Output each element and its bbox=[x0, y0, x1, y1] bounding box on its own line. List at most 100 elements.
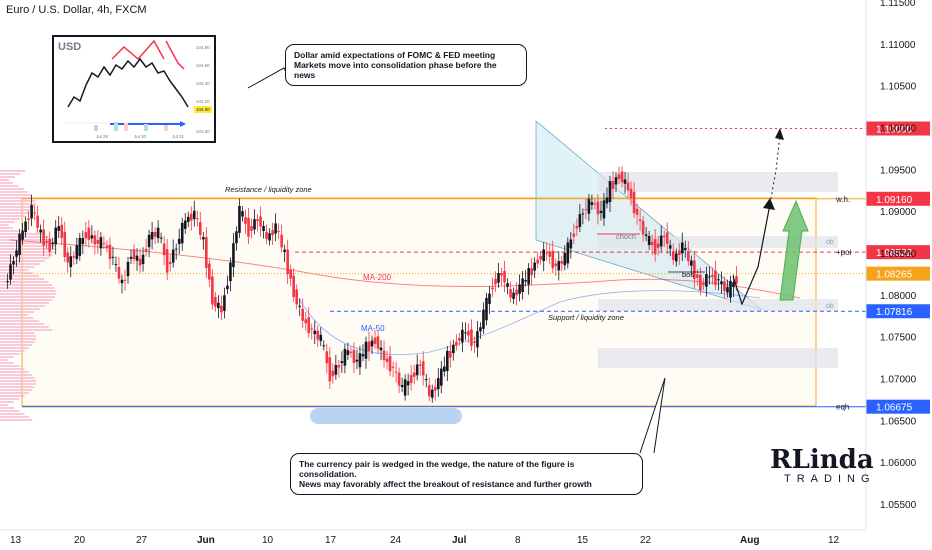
usd-inset-vol-bar bbox=[94, 125, 98, 131]
candle-body bbox=[120, 279, 124, 284]
candle-body bbox=[623, 179, 627, 184]
volume-bar bbox=[0, 374, 33, 376]
candle-body bbox=[286, 249, 289, 274]
candle-body bbox=[629, 188, 633, 198]
candle-body bbox=[241, 211, 244, 217]
candle-body bbox=[527, 268, 530, 285]
volume-bar bbox=[0, 410, 20, 412]
candle-body bbox=[352, 349, 356, 364]
candle-body bbox=[385, 358, 389, 362]
candle-body bbox=[114, 263, 118, 265]
candle-body bbox=[147, 234, 151, 248]
candle-body bbox=[223, 295, 226, 311]
volume-bar bbox=[0, 347, 29, 349]
volume-bar bbox=[0, 401, 14, 403]
volume-bar bbox=[0, 215, 26, 217]
volume-bar bbox=[0, 314, 29, 316]
candle-body bbox=[379, 347, 383, 351]
candle-body bbox=[325, 351, 329, 364]
candle-body bbox=[491, 287, 494, 290]
volume-bar bbox=[0, 287, 55, 289]
candle-body bbox=[298, 305, 302, 307]
candle-body bbox=[36, 215, 39, 228]
candle-body bbox=[337, 365, 341, 368]
volume-bar bbox=[0, 263, 40, 265]
y-tick-label: 1.07000 bbox=[880, 375, 917, 386]
candle-body bbox=[57, 226, 61, 231]
candle-body bbox=[343, 348, 347, 366]
y-tick-label: 1.05500 bbox=[880, 500, 917, 511]
top-callout-line-2: Markets move into consolidation phase be… bbox=[294, 60, 497, 80]
candle-body bbox=[295, 289, 298, 305]
candle-body bbox=[421, 361, 425, 376]
candle-body bbox=[238, 205, 241, 233]
x-axis[interactable]: 13 20 27 Jun 10 17 24 Jul 8 15 22 Aug 12 bbox=[10, 535, 840, 546]
candle-body bbox=[205, 237, 208, 269]
candle-body bbox=[388, 355, 392, 372]
level-badge bbox=[866, 266, 930, 281]
candle-body bbox=[690, 260, 693, 266]
candle-body bbox=[126, 261, 130, 277]
candle-body bbox=[494, 278, 497, 285]
candle-body bbox=[650, 242, 654, 246]
bottom-callout-line-2: News may favorably affect the breakout o… bbox=[299, 479, 592, 489]
candle-body bbox=[265, 231, 268, 239]
level-badge bbox=[866, 191, 930, 206]
candle-body bbox=[283, 249, 286, 252]
volume-bar bbox=[0, 221, 15, 223]
bottom-callout-line-1: The currency pair is wedged in the wedge… bbox=[299, 459, 575, 479]
bottom-callout: The currency pair is wedged in the wedge… bbox=[290, 453, 643, 495]
volume-bar bbox=[0, 275, 39, 277]
candle-body bbox=[599, 210, 603, 213]
candle-body bbox=[51, 242, 54, 245]
candle-body bbox=[156, 227, 160, 239]
x-tick-label: 17 bbox=[325, 535, 337, 546]
candle-body bbox=[503, 270, 506, 283]
candle-body bbox=[27, 218, 30, 221]
candle-body bbox=[683, 248, 687, 251]
candle-body bbox=[482, 309, 485, 329]
volume-bar bbox=[0, 353, 20, 355]
candle-body bbox=[626, 182, 630, 191]
x-tick-label: 12 bbox=[828, 535, 840, 546]
candle-body bbox=[168, 262, 172, 265]
level-badge-label: 1.09160 bbox=[876, 195, 913, 206]
volume-bar bbox=[0, 182, 13, 184]
candle-body bbox=[21, 230, 24, 240]
candle-body bbox=[641, 220, 645, 235]
projection-dotted bbox=[769, 134, 781, 205]
volume-bar bbox=[0, 335, 36, 337]
candle-body bbox=[373, 337, 377, 344]
volume-bar bbox=[0, 386, 35, 388]
candle-body bbox=[349, 351, 353, 353]
candle-body bbox=[515, 289, 518, 296]
candle-body bbox=[6, 281, 9, 283]
volume-bar bbox=[0, 206, 35, 208]
y-axis[interactable]: 1.11500 1.11000 1.10500 1.10000 1.09500 1.090… bbox=[880, 0, 917, 511]
usd-inset-label: USD bbox=[58, 41, 81, 53]
usd-inset-vol-bar bbox=[144, 124, 148, 131]
candle-body bbox=[340, 361, 344, 363]
candle-body bbox=[406, 381, 410, 386]
candle-body bbox=[331, 370, 335, 377]
candle-body bbox=[244, 217, 247, 224]
candle-body bbox=[84, 232, 88, 239]
candle-body bbox=[355, 359, 359, 362]
candle-body bbox=[214, 297, 217, 307]
x-tick-label: 20 bbox=[74, 535, 86, 546]
candle-body bbox=[611, 181, 615, 189]
candle-body bbox=[699, 274, 702, 291]
candle-body bbox=[247, 217, 250, 237]
candle-body bbox=[9, 264, 12, 280]
y-tick-label: 1.11000 bbox=[880, 40, 916, 51]
level-badge-label: 1.08265 bbox=[876, 270, 913, 281]
candle-body bbox=[274, 223, 277, 234]
price-levels: 1.10000 1.09160 w.h. 1.08522 +poi 1.08265 1.07… bbox=[22, 121, 930, 414]
x-tick-label: 10 bbox=[262, 535, 274, 546]
candle-body bbox=[548, 251, 552, 257]
candle-body bbox=[708, 276, 711, 278]
volume-bar bbox=[0, 197, 35, 199]
volume-bar bbox=[0, 368, 25, 370]
candle-body bbox=[150, 232, 154, 240]
